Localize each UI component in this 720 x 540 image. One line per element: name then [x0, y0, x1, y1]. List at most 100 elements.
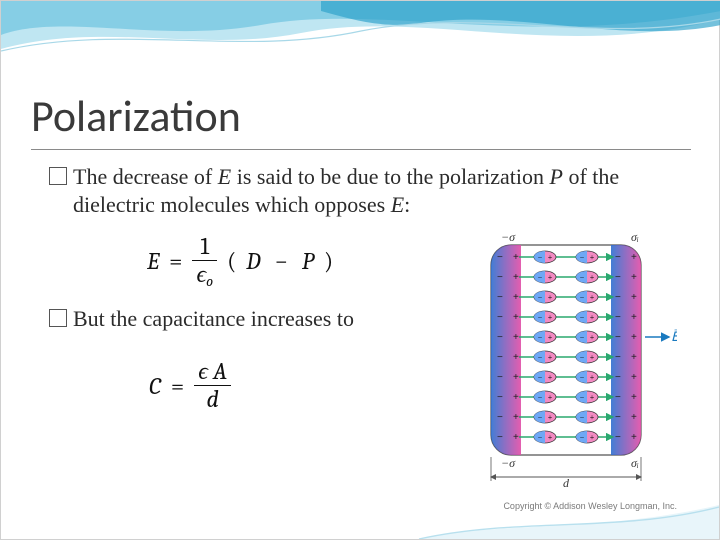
svg-text:+: +	[513, 272, 519, 283]
svg-text:+: +	[590, 413, 595, 422]
svg-text:+: +	[590, 433, 595, 442]
svg-text:+: +	[513, 432, 519, 443]
svg-text:+: +	[631, 272, 637, 283]
svg-text:+: +	[631, 332, 637, 343]
svg-text:+: +	[548, 413, 553, 422]
svg-text:+: +	[631, 392, 637, 403]
svg-text:−: −	[580, 313, 585, 322]
svg-text:−: −	[497, 352, 503, 363]
svg-text:−: −	[538, 313, 543, 322]
svg-text:+: +	[590, 273, 595, 282]
sigma-bot-right: σᵢ	[631, 456, 639, 470]
svg-text:−: −	[580, 333, 585, 342]
sigma-bot-left: −σ	[501, 456, 516, 470]
svg-text:−: −	[615, 252, 621, 263]
svg-text:−: −	[538, 353, 543, 362]
svg-text:−: −	[580, 413, 585, 422]
svg-text:−: −	[615, 352, 621, 363]
svg-text:−: −	[497, 312, 503, 323]
header-swoosh	[1, 1, 720, 81]
eq2-frac: ϵ A d	[194, 359, 231, 412]
svg-text:−: −	[497, 432, 503, 443]
svg-text:+: +	[548, 393, 553, 402]
svg-text:+: +	[590, 313, 595, 322]
svg-text:+: +	[548, 313, 553, 322]
svg-text:+: +	[631, 432, 637, 443]
sigma-top-left: −σ	[501, 230, 516, 244]
eq1-frac: 1 ϵo	[192, 234, 217, 287]
slide-title: Polarization	[31, 89, 241, 143]
svg-text:+: +	[548, 353, 553, 362]
svg-text:−: −	[580, 253, 585, 262]
eq1-equals: =	[169, 246, 182, 276]
svg-text:+: +	[513, 412, 519, 423]
svg-text:+: +	[590, 333, 595, 342]
svg-text:−: −	[538, 373, 543, 382]
svg-text:+: +	[513, 332, 519, 343]
svg-text:−: −	[615, 412, 621, 423]
svg-text:−: −	[580, 433, 585, 442]
eq1-open: (	[227, 246, 236, 276]
svg-text:+: +	[548, 373, 553, 382]
svg-text:−: −	[497, 332, 503, 343]
svg-text:−: −	[497, 392, 503, 403]
svg-text:−: −	[538, 433, 543, 442]
svg-text:+: +	[513, 312, 519, 323]
e-vector-label: E⃗	[671, 329, 677, 344]
svg-text:+: +	[590, 373, 595, 382]
svg-text:−: −	[538, 393, 543, 402]
svg-text:+: +	[590, 393, 595, 402]
svg-text:−: −	[615, 292, 621, 303]
svg-text:+: +	[631, 252, 637, 263]
svg-text:−: −	[497, 272, 503, 283]
title-underline	[31, 149, 691, 150]
eq1-P: P	[302, 246, 314, 276]
copyright-text: Copyright © Addison Wesley Longman, Inc.	[503, 501, 677, 511]
svg-text:+: +	[548, 293, 553, 302]
svg-text:+: +	[590, 293, 595, 302]
svg-text:+: +	[548, 273, 553, 282]
svg-text:−: −	[615, 332, 621, 343]
svg-text:−: −	[497, 252, 503, 263]
svg-text:−: −	[580, 293, 585, 302]
eq2-num: ϵ A	[194, 359, 231, 385]
svg-text:−: −	[538, 413, 543, 422]
svg-text:+: +	[513, 252, 519, 263]
svg-text:−: −	[615, 392, 621, 403]
svg-text:−: −	[615, 312, 621, 323]
svg-text:−: −	[497, 412, 503, 423]
svg-text:−: −	[497, 292, 503, 303]
svg-text:+: +	[548, 433, 553, 442]
eq1-num: 1	[196, 234, 213, 260]
dimension-label: d	[563, 476, 570, 489]
eq1-D: D	[246, 246, 260, 276]
svg-text:−: −	[538, 273, 543, 282]
svg-text:+: +	[513, 372, 519, 383]
svg-text:−: −	[580, 273, 585, 282]
svg-text:−: −	[580, 393, 585, 402]
svg-text:−: −	[538, 293, 543, 302]
svg-text:+: +	[631, 412, 637, 423]
eq1-den: ϵo	[192, 261, 217, 287]
eq1-minus: −	[275, 246, 288, 276]
bullet-marker-icon	[49, 167, 67, 185]
svg-text:−: −	[615, 432, 621, 443]
svg-text:+: +	[548, 333, 553, 342]
bullet-marker-icon	[49, 309, 67, 327]
svg-text:+: +	[513, 392, 519, 403]
svg-text:−: −	[580, 373, 585, 382]
svg-text:+: +	[590, 353, 595, 362]
eq1-lhs: E	[147, 246, 159, 276]
svg-text:−: −	[615, 272, 621, 283]
svg-text:+: +	[631, 372, 637, 383]
svg-text:+: +	[548, 253, 553, 262]
eq2-equals: =	[171, 371, 184, 401]
svg-text:−: −	[538, 333, 543, 342]
svg-text:−: −	[538, 253, 543, 262]
bullet-1-text: The decrease of E is said to be due to t…	[73, 163, 671, 218]
eq2-lhs: C	[149, 371, 161, 401]
eq2-den: d	[202, 386, 222, 412]
svg-text:+: +	[631, 292, 637, 303]
dielectric-diagram: −σ σᵢ	[471, 229, 677, 489]
svg-text:−: −	[497, 372, 503, 383]
